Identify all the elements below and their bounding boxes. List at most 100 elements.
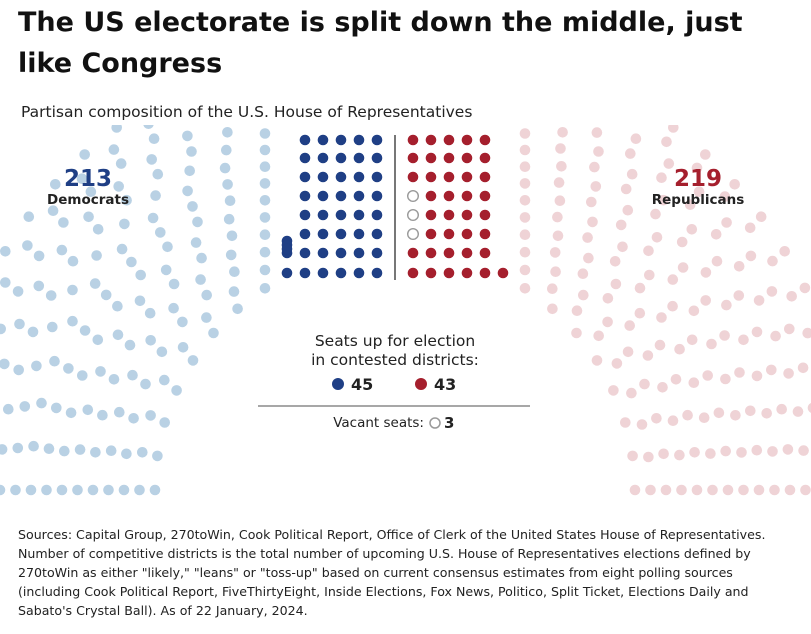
rep-contested-seat xyxy=(443,134,455,146)
dem-contested-seat xyxy=(353,247,365,259)
rep-safe-seat xyxy=(770,330,781,342)
rep-safe-seat xyxy=(792,406,804,417)
dem-safe-seat xyxy=(79,325,91,336)
dem-safe-seat xyxy=(177,342,189,353)
rep-safe-seat xyxy=(622,346,634,358)
rep-safe-seat xyxy=(629,484,641,496)
rep-contested-seat xyxy=(407,152,419,164)
dem-safe-seat xyxy=(119,218,130,230)
rep-safe-seat xyxy=(602,316,613,328)
rep-safe-seat xyxy=(807,402,811,413)
dem-safe-seat xyxy=(148,133,160,144)
dem-safe-seat xyxy=(159,374,170,386)
rep-safe-seat xyxy=(736,447,747,458)
dem-safe-seat xyxy=(187,355,199,366)
rep-safe-seat xyxy=(634,307,646,319)
rep-safe-seat xyxy=(643,451,654,463)
rep-safe-seat xyxy=(691,162,703,174)
dem-safe-seat xyxy=(225,249,237,261)
rep-safe-seat xyxy=(783,368,794,379)
dem-safe-seat xyxy=(155,227,166,238)
dem-safe-seat xyxy=(140,378,151,390)
dem-safe-seat xyxy=(195,274,206,285)
rep-contested-seat xyxy=(443,247,455,259)
dem-contested-seat xyxy=(335,228,347,240)
dem-safe-seat xyxy=(152,450,163,462)
dem-safe-seat xyxy=(134,295,146,307)
dem-safe-seat xyxy=(83,211,94,223)
rep-contested-seat xyxy=(479,152,491,164)
dem-safe-seat xyxy=(22,240,33,251)
dem-safe-seat xyxy=(135,269,146,281)
rep-contested-seat xyxy=(461,228,473,240)
dem-safe-seat xyxy=(10,484,21,496)
dem-safe-seat xyxy=(182,130,193,142)
rep-safe-seat xyxy=(645,484,656,496)
rep-contested-seat xyxy=(461,152,473,164)
dem-safe-seat xyxy=(111,125,122,133)
dem-safe-seat xyxy=(0,246,11,257)
dem-contested-seat xyxy=(353,134,365,146)
dem-safe-seat xyxy=(82,404,94,416)
vacant-seat xyxy=(407,208,420,221)
rep-safe-seat xyxy=(610,278,622,290)
dem-contested-seat xyxy=(317,267,329,279)
rep-contested-seat xyxy=(479,247,491,259)
dem-contested-seat xyxy=(299,267,311,279)
dem-safe-seat xyxy=(108,144,120,155)
rep-safe-seat xyxy=(656,312,667,323)
rep-safe-seat xyxy=(591,355,603,366)
dem-safe-seat xyxy=(201,289,212,301)
rep-seat-count: 219 xyxy=(674,166,722,192)
dem-safe-seat xyxy=(28,440,39,452)
dem-safe-seat xyxy=(74,444,86,455)
dem-contested-seat xyxy=(353,171,365,183)
rep-safe-seat xyxy=(620,417,631,428)
rep-safe-seat xyxy=(622,204,634,216)
dem-contested-seat xyxy=(353,152,365,164)
dem-safe-seat xyxy=(51,402,62,414)
rep-label: Republicans xyxy=(652,192,745,208)
rep-safe-seat xyxy=(644,269,655,281)
dem-safe-seat xyxy=(33,250,45,262)
rep-safe-seat xyxy=(660,484,672,496)
dem-safe-seat xyxy=(47,321,58,333)
rep-safe-seat xyxy=(753,484,765,496)
rep-safe-seat xyxy=(779,246,790,257)
dem-contested-legend-dot xyxy=(332,378,344,390)
dem-safe-seat xyxy=(19,401,31,412)
dem-safe-seat xyxy=(25,484,37,496)
dem-safe-seat xyxy=(145,335,156,346)
dem-safe-seat xyxy=(223,213,235,225)
contested-label-line1: Seats up for election xyxy=(315,332,475,350)
rep-safe-seat xyxy=(766,364,777,376)
rep-safe-seat xyxy=(553,177,565,188)
dem-contested-count: 45 xyxy=(351,375,373,394)
rep-safe-seat xyxy=(668,125,679,133)
dem-safe-seat xyxy=(36,397,47,409)
dem-safe-seat xyxy=(156,346,168,358)
rep-safe-seat xyxy=(719,191,731,202)
dem-safe-seat xyxy=(228,286,240,297)
rep-safe-seat xyxy=(720,445,731,457)
rep-safe-seat xyxy=(582,232,593,243)
rep-safe-seat xyxy=(519,212,531,223)
dem-safe-seat xyxy=(89,278,101,289)
dem-safe-seat xyxy=(103,484,114,496)
dem-safe-seat xyxy=(100,289,112,301)
contested-label-line2: in contested districts: xyxy=(311,351,479,369)
chart-title: The US electorate is split down the midd… xyxy=(18,7,743,79)
rep-safe-seat xyxy=(591,127,603,138)
dem-safe-seat xyxy=(259,212,271,223)
rep-safe-seat xyxy=(767,255,778,267)
rep-safe-seat xyxy=(577,268,589,279)
rep-safe-seat xyxy=(722,484,734,496)
rep-contested-seat xyxy=(407,247,419,259)
dem-safe-seat xyxy=(259,128,271,139)
rep-contested-seat xyxy=(479,267,491,279)
dem-contested-seat xyxy=(371,152,383,164)
dem-safe-seat xyxy=(152,168,164,180)
rep-safe-seat xyxy=(700,149,711,160)
rep-safe-seat xyxy=(700,267,712,278)
rep-safe-seat xyxy=(677,262,689,273)
